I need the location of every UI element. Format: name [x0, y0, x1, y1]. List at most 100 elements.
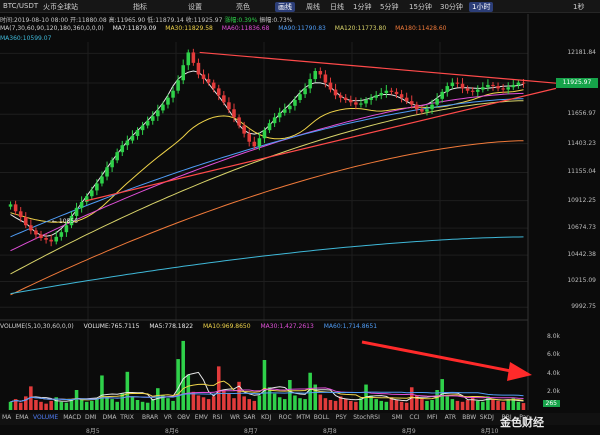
- volume-bar: [455, 400, 460, 410]
- volume-bar: [430, 400, 434, 410]
- tab-mfi[interactable]: MFI: [427, 414, 438, 421]
- volume-bar: [222, 390, 226, 410]
- tab-1sec[interactable]: 1秒: [573, 3, 585, 11]
- candle-body: [415, 104, 419, 110]
- tab-ema[interactable]: EMA: [15, 414, 29, 421]
- indicators-button[interactable]: 指标: [133, 3, 147, 11]
- volume-bar: [130, 396, 135, 410]
- tab-pan[interactable]: Pan: [519, 414, 531, 421]
- tab-wr[interactable]: WR: [230, 414, 241, 421]
- tab-ma[interactable]: MA: [2, 414, 12, 421]
- volume-bar: [156, 388, 160, 410]
- price-tick-label: 12181.84: [567, 49, 596, 57]
- tab-smi[interactable]: SMI: [391, 414, 403, 421]
- price-tick-label: 10442.38: [567, 251, 596, 259]
- candle-body: [13, 204, 18, 212]
- tab-30min[interactable]: 30分钟: [440, 3, 463, 11]
- settings-button[interactable]: 设置: [188, 3, 202, 11]
- candle-body: [74, 207, 79, 216]
- tab-trix[interactable]: TRIX: [120, 414, 134, 421]
- ma-line-ma180: [10, 140, 524, 296]
- tab-rsi[interactable]: RSI: [212, 414, 223, 421]
- volume-bar: [298, 398, 302, 410]
- candle-body: [247, 133, 252, 142]
- volume-bar: [161, 395, 165, 410]
- tab-bbi[interactable]: BBI: [501, 414, 512, 421]
- volume-bar: [511, 398, 516, 410]
- volume-bar: [460, 401, 465, 410]
- volume-tick-label: 265: [542, 400, 560, 407]
- volume-bar: [313, 384, 318, 410]
- volume-bar: [470, 397, 475, 410]
- tab-stochrsi[interactable]: StochRSI: [353, 414, 380, 421]
- candle-body: [145, 120, 150, 126]
- tab-obv[interactable]: OBV: [177, 414, 190, 421]
- tab-boll[interactable]: BOLL: [313, 414, 330, 421]
- volume-tick-label: 8.0k: [546, 333, 560, 341]
- tab-kdj[interactable]: KDJ: [261, 414, 272, 421]
- draw-line-button[interactable]: 画线: [275, 2, 295, 12]
- tab-atr[interactable]: ATR: [444, 414, 457, 421]
- tab-1hour[interactable]: 1小时: [469, 2, 494, 12]
- candle-body: [460, 83, 465, 89]
- tab-daily[interactable]: 日线: [330, 3, 344, 11]
- tab-dmi[interactable]: DMI: [85, 414, 97, 421]
- volume-bar: [379, 400, 384, 410]
- volume-tick-label: 6.0k: [546, 351, 560, 359]
- candle-body: [435, 98, 439, 105]
- close-value: 收:11925.97: [185, 17, 223, 24]
- tab-dma[interactable]: DMA: [102, 414, 117, 421]
- volume-bar: [237, 381, 241, 410]
- volume-bar: [409, 387, 414, 410]
- volume-bar: [501, 401, 505, 410]
- tab-weekly[interactable]: 周线: [306, 3, 320, 11]
- candle-body: [64, 225, 69, 233]
- tab-psy[interactable]: PSY: [335, 414, 347, 421]
- candle-body: [105, 167, 109, 177]
- tab-1min[interactable]: 1分钟: [353, 3, 372, 11]
- pair-label[interactable]: BTC/USDT: [3, 2, 39, 10]
- amplitude-value: 振幅:0.73%: [259, 17, 293, 24]
- volume-bar: [216, 366, 221, 410]
- tab-15min[interactable]: 15分钟: [409, 3, 432, 11]
- candle-body: [394, 91, 399, 95]
- volume-bar: [79, 399, 84, 410]
- tab-bbw[interactable]: BBW: [462, 414, 477, 421]
- price-tick-label: 10215.09: [567, 277, 596, 285]
- tab-brar[interactable]: BRAR: [142, 414, 159, 421]
- volume-bar: [211, 396, 216, 410]
- volume-bar: [394, 400, 399, 410]
- volume-value: VOLUME:765.7115: [83, 323, 140, 330]
- candle-body: [475, 89, 480, 92]
- candle-body: [491, 84, 495, 87]
- last-price-badge: 11925.97: [556, 78, 598, 89]
- ma180-label: MA180:11428.60: [395, 25, 447, 32]
- ma120-label: MA120:11773.80: [334, 25, 387, 32]
- tab-volume[interactable]: VOLUME: [33, 414, 59, 421]
- volume-bar: [272, 393, 277, 410]
- volume-bar: [186, 374, 191, 410]
- tab-roc[interactable]: ROC: [278, 414, 292, 421]
- candle-body: [176, 80, 180, 91]
- candle-body: [323, 74, 328, 83]
- tab-emv[interactable]: EMV: [194, 414, 208, 421]
- tab-vr[interactable]: VR: [163, 414, 173, 421]
- volume-bar: [247, 399, 252, 410]
- tab-cci[interactable]: CCI: [409, 414, 420, 421]
- exchange-label[interactable]: 火币全球站: [43, 3, 78, 11]
- volume-bar: [323, 398, 328, 410]
- volume-bar: [440, 379, 444, 410]
- volume-bar: [227, 393, 231, 410]
- candle-body: [120, 145, 125, 153]
- volume-bar: [506, 400, 511, 410]
- light-theme-button[interactable]: 亮色: [236, 3, 250, 11]
- tab-mtm[interactable]: MTM: [296, 414, 311, 421]
- ma-line-ma360: [10, 236, 524, 295]
- volume-bar: [491, 399, 495, 410]
- tab-sar[interactable]: SAR: [243, 414, 256, 421]
- tab-skdj[interactable]: SKDJ: [479, 414, 494, 421]
- tab-macd[interactable]: MACD: [63, 414, 82, 421]
- tab-5min[interactable]: 5分钟: [380, 3, 399, 11]
- candle-body: [34, 230, 38, 235]
